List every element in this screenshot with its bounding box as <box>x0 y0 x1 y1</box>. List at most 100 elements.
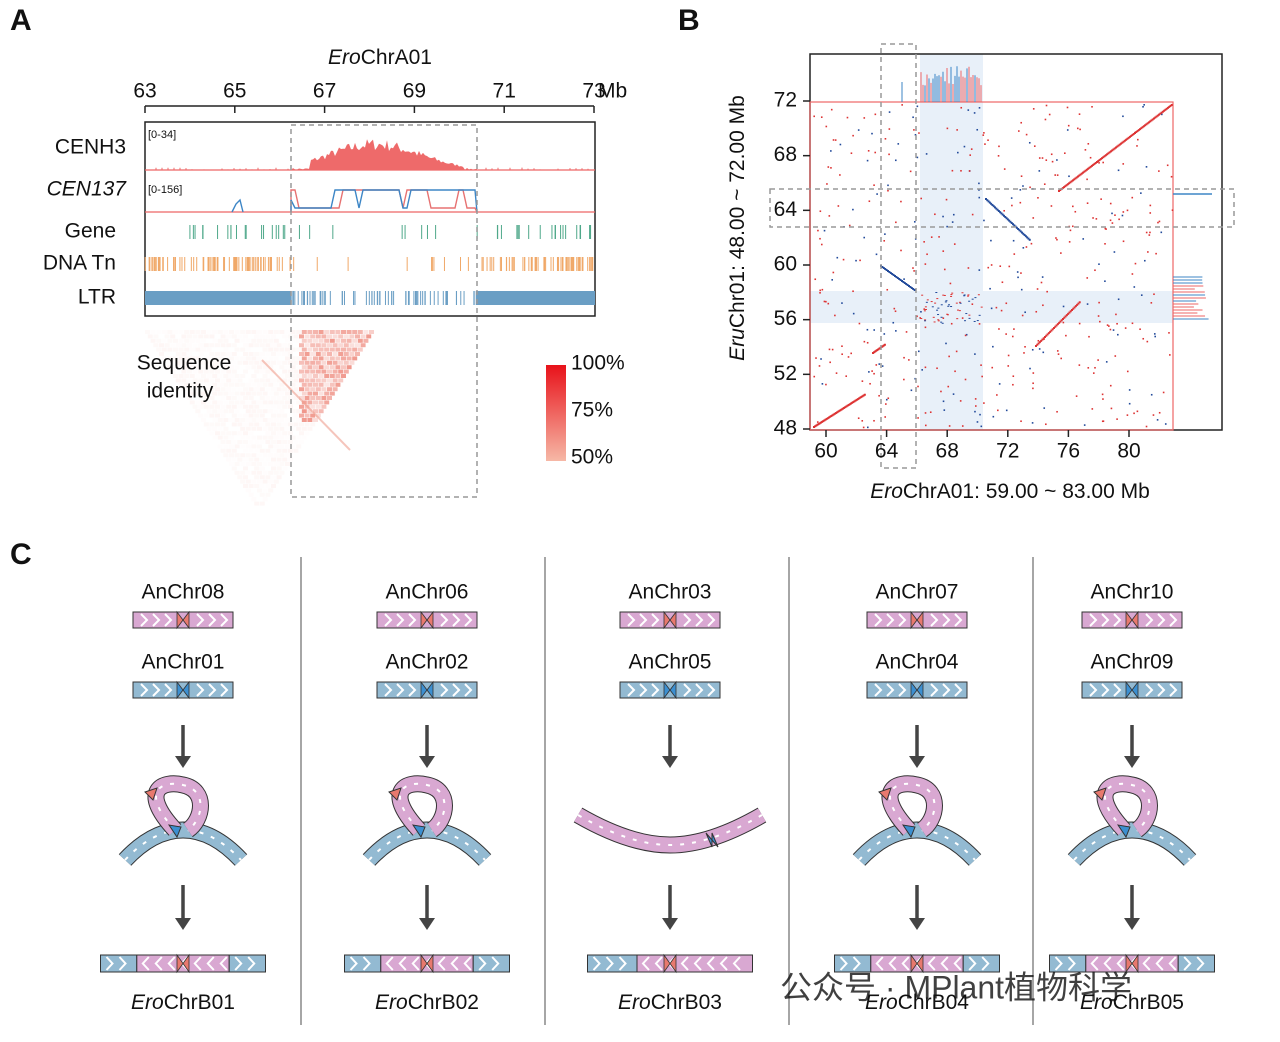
dot <box>1037 197 1039 199</box>
dot <box>1126 137 1129 140</box>
dot <box>1010 197 1013 199</box>
heat-cell <box>173 347 178 352</box>
dot <box>1042 351 1045 354</box>
heat-cell <box>181 360 187 365</box>
dot <box>937 314 940 316</box>
dot <box>1149 212 1152 214</box>
dot <box>1104 154 1107 157</box>
dot <box>1065 184 1068 187</box>
dot <box>917 385 919 388</box>
dot <box>1068 311 1071 314</box>
heat-cell <box>276 457 282 462</box>
dot <box>1012 375 1015 378</box>
heat-cell <box>338 378 344 383</box>
chevron <box>898 683 907 697</box>
dot <box>1154 116 1157 119</box>
centromere <box>910 953 924 974</box>
heat-cell <box>299 440 304 444</box>
dot <box>1050 153 1053 156</box>
heat-cell <box>310 387 316 392</box>
heat-cell <box>335 382 341 387</box>
dot <box>843 406 846 409</box>
heat-cell <box>310 378 316 383</box>
heat-cell <box>268 435 274 440</box>
heat-cell <box>279 330 285 334</box>
dot <box>1071 225 1074 228</box>
dot <box>1133 412 1135 415</box>
dot <box>1086 277 1089 279</box>
heat-cell <box>268 480 273 484</box>
dot <box>1003 214 1005 217</box>
dot <box>829 415 832 418</box>
dot <box>1042 304 1044 307</box>
dot <box>988 201 991 204</box>
heat-cell <box>335 347 341 352</box>
heat-cell <box>260 422 265 426</box>
heat-cell <box>290 347 296 352</box>
heat-cell <box>184 365 190 370</box>
dot <box>1063 186 1066 189</box>
heat-cell <box>234 444 240 449</box>
heat-cell <box>271 484 276 488</box>
chevron-line <box>124 828 242 861</box>
dot <box>1041 338 1044 341</box>
dot <box>819 289 821 292</box>
dot <box>1077 302 1080 305</box>
dot <box>1038 341 1041 344</box>
heat-cell <box>221 405 226 409</box>
dot <box>1022 232 1025 235</box>
heat-cell <box>193 343 198 347</box>
heat-cell <box>223 383 228 387</box>
dot <box>1000 212 1003 215</box>
centromere <box>910 610 924 630</box>
heat-cell <box>327 369 332 374</box>
heat-cell <box>282 352 287 356</box>
dot <box>1087 367 1090 369</box>
dot <box>940 316 943 318</box>
heat-cell <box>249 431 254 435</box>
chevron <box>140 613 149 627</box>
dot <box>945 342 947 345</box>
dot <box>863 236 866 239</box>
chevron <box>437 956 446 971</box>
dot <box>878 363 881 365</box>
dot <box>1013 328 1015 330</box>
heat-cell <box>237 378 242 382</box>
heat-cell <box>315 387 321 392</box>
dot <box>837 410 840 413</box>
heat-cell <box>246 339 251 343</box>
dot <box>831 279 833 281</box>
dot <box>1074 210 1077 213</box>
heat-cell <box>246 365 251 369</box>
heat-cell <box>217 418 223 422</box>
chevron <box>981 956 990 971</box>
dot <box>969 154 972 156</box>
dot <box>863 117 866 119</box>
heat-cell <box>265 405 270 409</box>
track-name: Gene <box>65 220 116 243</box>
dot <box>1071 179 1074 182</box>
heat-cell <box>293 387 299 392</box>
dot <box>913 289 916 291</box>
dot <box>914 377 916 380</box>
dot <box>1013 253 1016 255</box>
heat-cell <box>310 404 316 409</box>
dot <box>945 300 948 302</box>
dot <box>1121 214 1124 217</box>
heat-cell <box>251 409 257 414</box>
dot <box>896 277 899 279</box>
dot <box>978 314 981 316</box>
panel-label: A <box>10 4 32 37</box>
dot <box>862 394 865 397</box>
heat-cell <box>321 369 327 374</box>
dot <box>1098 159 1101 162</box>
chevron <box>1103 956 1112 971</box>
heat-cell <box>209 396 215 400</box>
dot <box>1017 228 1020 230</box>
centromere <box>663 953 677 974</box>
dot <box>1171 209 1174 211</box>
dot <box>1108 325 1110 327</box>
dot <box>908 285 910 287</box>
dot <box>1139 128 1142 131</box>
heat-cell <box>162 339 167 343</box>
